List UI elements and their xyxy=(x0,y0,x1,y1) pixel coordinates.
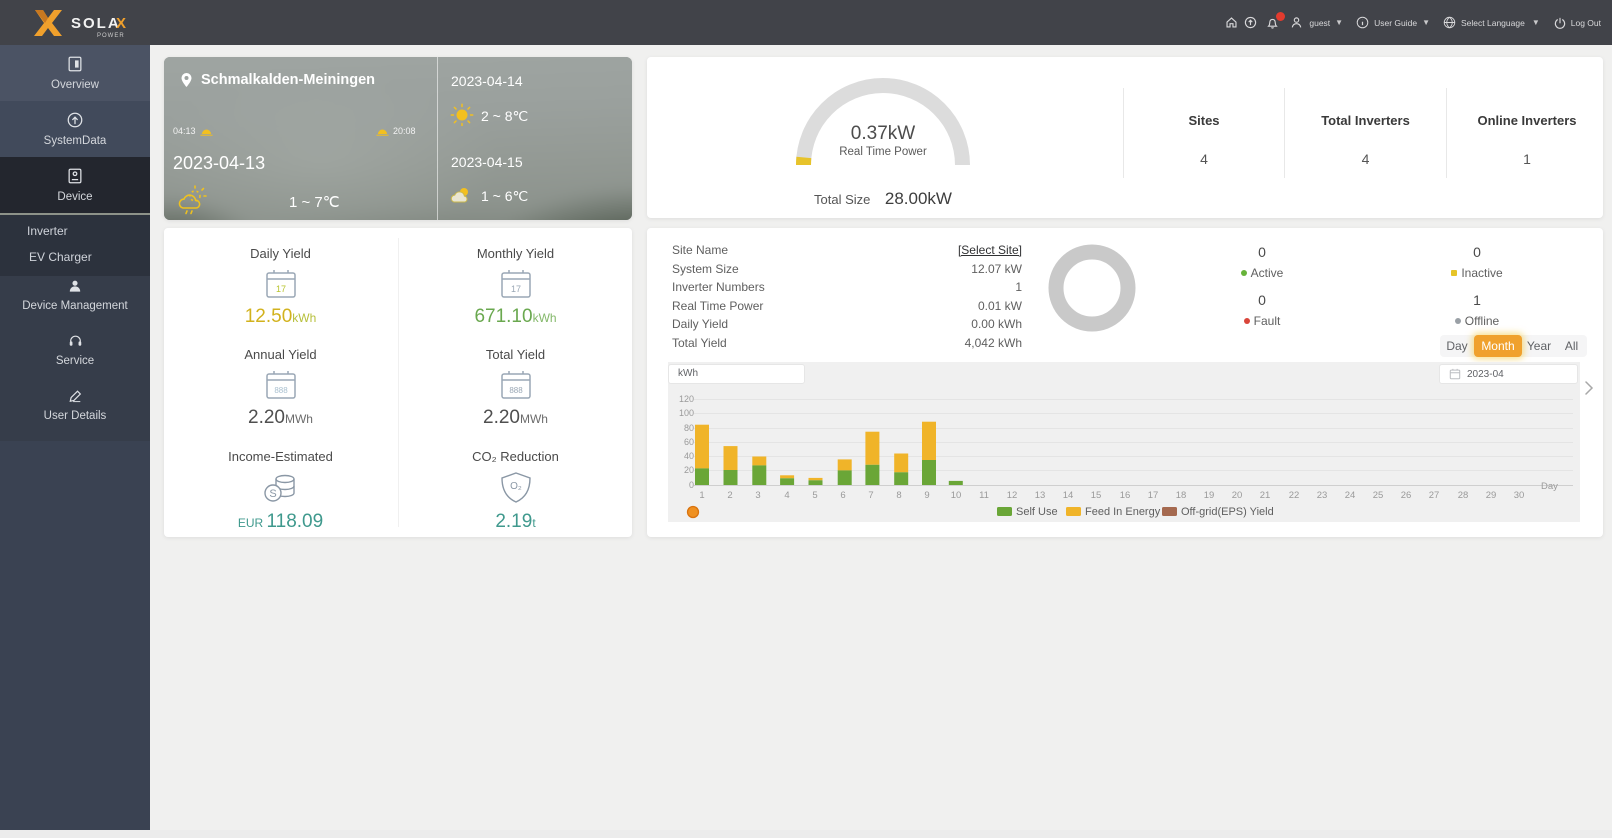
svg-text:60: 60 xyxy=(684,437,694,447)
svg-text:30: 30 xyxy=(1514,490,1525,501)
svg-text:888: 888 xyxy=(509,386,523,395)
svg-text:6: 6 xyxy=(840,490,845,501)
svg-text:26: 26 xyxy=(1401,490,1412,501)
svg-text:17: 17 xyxy=(275,284,285,294)
svg-text:20: 20 xyxy=(684,465,694,475)
svg-text:Self Use: Self Use xyxy=(1016,506,1058,518)
svg-text:17: 17 xyxy=(510,284,520,294)
svg-text:O₂: O₂ xyxy=(510,481,522,492)
svg-text:28: 28 xyxy=(1458,490,1469,501)
svg-text:Feed In Energy: Feed In Energy xyxy=(1085,506,1161,518)
svg-text:Off-grid(EPS) Yield: Off-grid(EPS) Yield xyxy=(1181,506,1274,518)
svg-text:5: 5 xyxy=(812,490,817,501)
svg-text:8: 8 xyxy=(896,490,901,501)
svg-text:14: 14 xyxy=(1063,490,1074,501)
svg-text:18: 18 xyxy=(1176,490,1187,501)
svg-text:120: 120 xyxy=(679,394,694,404)
svg-text:4: 4 xyxy=(784,490,789,501)
svg-text:X: X xyxy=(116,15,126,32)
svg-text:17: 17 xyxy=(1148,490,1159,501)
svg-text:11: 11 xyxy=(979,490,989,501)
svg-text:80: 80 xyxy=(684,423,694,433)
svg-text:S: S xyxy=(269,488,276,500)
svg-text:888: 888 xyxy=(274,386,288,395)
svg-text:24: 24 xyxy=(1345,490,1356,501)
svg-text:40: 40 xyxy=(684,451,694,461)
svg-text:25: 25 xyxy=(1373,490,1384,501)
svg-text:29: 29 xyxy=(1486,490,1497,501)
svg-text:12: 12 xyxy=(1007,490,1018,501)
svg-text:SOLA: SOLA xyxy=(71,15,121,32)
svg-text:23: 23 xyxy=(1317,490,1328,501)
svg-text:3: 3 xyxy=(755,490,760,501)
svg-text:13: 13 xyxy=(1035,490,1046,501)
svg-text:15: 15 xyxy=(1091,490,1102,501)
svg-text:10: 10 xyxy=(951,490,962,501)
svg-text:16: 16 xyxy=(1120,490,1131,501)
svg-text:7: 7 xyxy=(868,490,873,501)
svg-text:2: 2 xyxy=(727,490,732,501)
svg-text:POWER: POWER xyxy=(97,33,125,39)
svg-text:27: 27 xyxy=(1429,490,1440,501)
svg-text:1: 1 xyxy=(699,490,704,501)
svg-text:9: 9 xyxy=(924,490,929,501)
svg-text:0: 0 xyxy=(689,480,694,490)
svg-text:Day: Day xyxy=(1541,481,1558,492)
svg-text:22: 22 xyxy=(1289,490,1300,501)
svg-text:19: 19 xyxy=(1204,490,1215,501)
svg-text:20: 20 xyxy=(1232,490,1243,501)
svg-text:21: 21 xyxy=(1260,490,1271,501)
svg-text:100: 100 xyxy=(679,408,694,418)
